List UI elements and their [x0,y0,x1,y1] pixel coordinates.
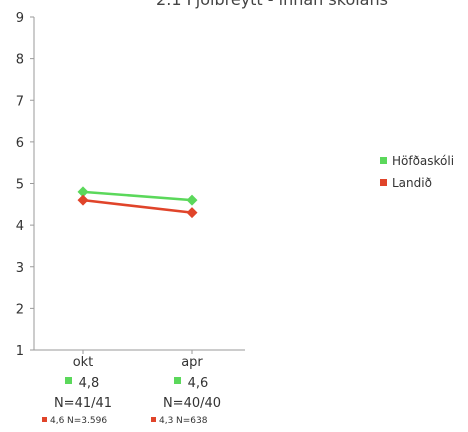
x-tick-label: okt [73,355,94,370]
n-label: N=3.596 [67,416,107,426]
n-label: N=41/41 [54,396,112,411]
data-label-swatch [174,377,181,384]
data-point[interactable] [77,186,89,198]
legend-swatch [380,179,387,186]
legend-label: Landið [392,176,432,190]
data-label-swatch [151,417,156,422]
data-point[interactable] [186,194,198,206]
data-label-swatch [65,377,72,384]
y-tick-label: 4 [16,219,24,234]
x-tick-label: apr [181,355,203,370]
chart-title: 2.1 Fjölbreytt - innan skólans [156,0,388,9]
y-tick-label: 1 [16,344,24,359]
y-tick-label: 8 [16,53,24,68]
legend: Höfðaskóli Landið [380,154,454,190]
data-label: 4,6 [188,376,209,391]
y-tick-label: 2 [16,302,24,317]
series-line [82,198,193,214]
y-tick-label: 7 [16,94,24,109]
data-label-swatch [42,417,47,422]
series-0 [77,186,198,206]
legend-item[interactable]: Höfðaskóli [380,154,454,168]
n-label: N=638 [176,416,208,426]
y-tick-label: 5 [16,178,24,193]
data-table-column: 4,8 N=41/41 4,6 N=3.596 [42,376,112,426]
series-1 [77,194,198,219]
data-label: 4,8 [79,376,100,391]
y-tick-label: 3 [16,261,24,276]
y-tick-label: 9 [16,11,24,26]
data-point[interactable] [186,207,198,219]
series-layer [77,186,198,219]
data-label: 4,6 [50,416,65,426]
series-line [82,190,193,202]
legend-swatch [380,157,387,164]
n-label: N=40/40 [163,396,221,411]
data-point[interactable] [77,194,89,206]
data-table-column: 4,6 N=40/40 4,3 N=638 [151,376,221,426]
legend-label: Höfðaskóli [392,154,454,168]
legend-item[interactable]: Landið [380,176,432,190]
data-label: 4,3 [159,416,173,426]
axes: 1 2 3 4 5 6 7 8 9 okt apr [16,11,245,370]
y-tick-label: 6 [16,136,24,151]
